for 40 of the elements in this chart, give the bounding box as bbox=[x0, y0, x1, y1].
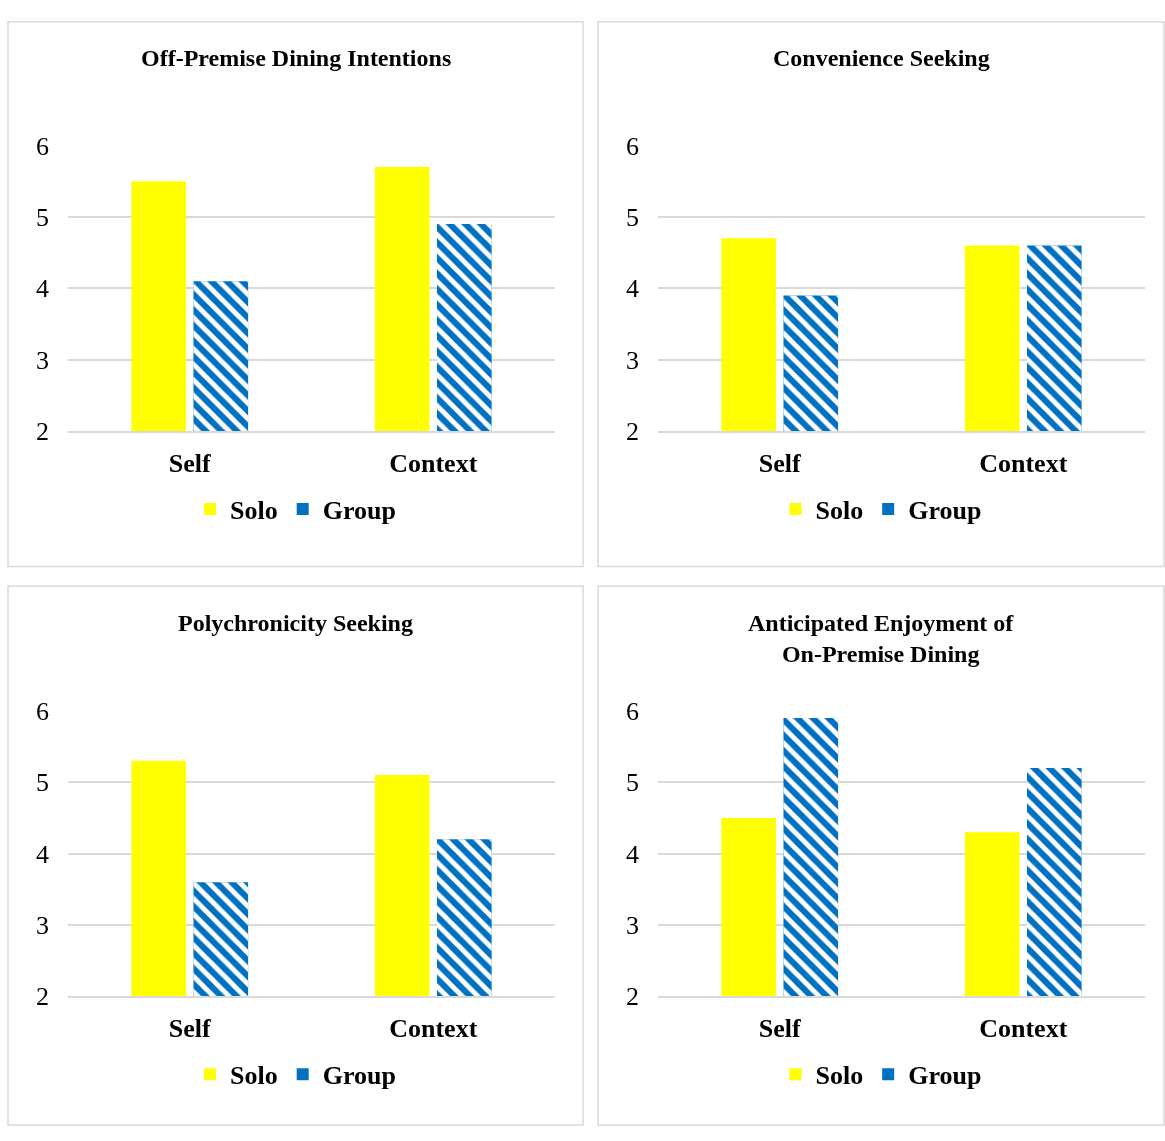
y-tick-label: 4 bbox=[626, 274, 639, 304]
legend-label: Group bbox=[908, 496, 982, 526]
x-tick-label: Context bbox=[979, 1014, 1068, 1044]
y-tick-label: 6 bbox=[626, 696, 639, 726]
x-tick-label: Self bbox=[168, 449, 212, 479]
legend-label: Group bbox=[322, 1061, 396, 1091]
y-tick-label: 5 bbox=[36, 203, 49, 233]
chart-title: Polychronicity Seeking bbox=[178, 610, 413, 636]
y-tick-label: 6 bbox=[626, 131, 639, 161]
legend-label: Group bbox=[908, 1061, 982, 1091]
legend-label: Solo bbox=[230, 496, 278, 526]
chart-title: Convenience Seeking bbox=[773, 45, 990, 71]
y-tick-label: 4 bbox=[36, 839, 49, 869]
legend-label: Solo bbox=[230, 1061, 278, 1091]
y-tick-label: 4 bbox=[626, 839, 639, 869]
y-tick-label: 4 bbox=[36, 274, 49, 304]
y-tick-label: 2 bbox=[36, 417, 49, 447]
x-tick-label: Context bbox=[389, 449, 478, 479]
y-tick-label: 3 bbox=[36, 911, 49, 941]
y-tick-label: 3 bbox=[626, 911, 639, 941]
legend-label: Group bbox=[322, 496, 396, 526]
x-tick-label: Context bbox=[389, 1014, 478, 1044]
y-tick-label: 5 bbox=[626, 768, 639, 798]
legend-label: Solo bbox=[815, 1061, 864, 1091]
chart-title: Anticipated Enjoyment of On-Premise Dining bbox=[748, 610, 1015, 668]
y-tick-label: 5 bbox=[36, 768, 49, 798]
x-tick-label: Self bbox=[758, 1014, 802, 1044]
y-tick-label: 5 bbox=[626, 203, 639, 233]
y-tick-label: 3 bbox=[36, 345, 49, 375]
y-tick-label: 2 bbox=[36, 982, 49, 1012]
legend-label: Solo bbox=[815, 496, 864, 526]
y-tick-label: 6 bbox=[36, 696, 49, 726]
x-tick-label: Context bbox=[979, 449, 1068, 479]
chart-title: Off-Premise Dining Intentions bbox=[141, 45, 452, 71]
y-tick-label: 2 bbox=[626, 982, 639, 1012]
y-tick-label: 3 bbox=[626, 345, 639, 375]
x-tick-label: Self bbox=[758, 449, 802, 479]
x-tick-label: Self bbox=[168, 1014, 212, 1044]
y-tick-label: 6 bbox=[36, 131, 49, 161]
y-tick-label: 2 bbox=[626, 417, 639, 447]
